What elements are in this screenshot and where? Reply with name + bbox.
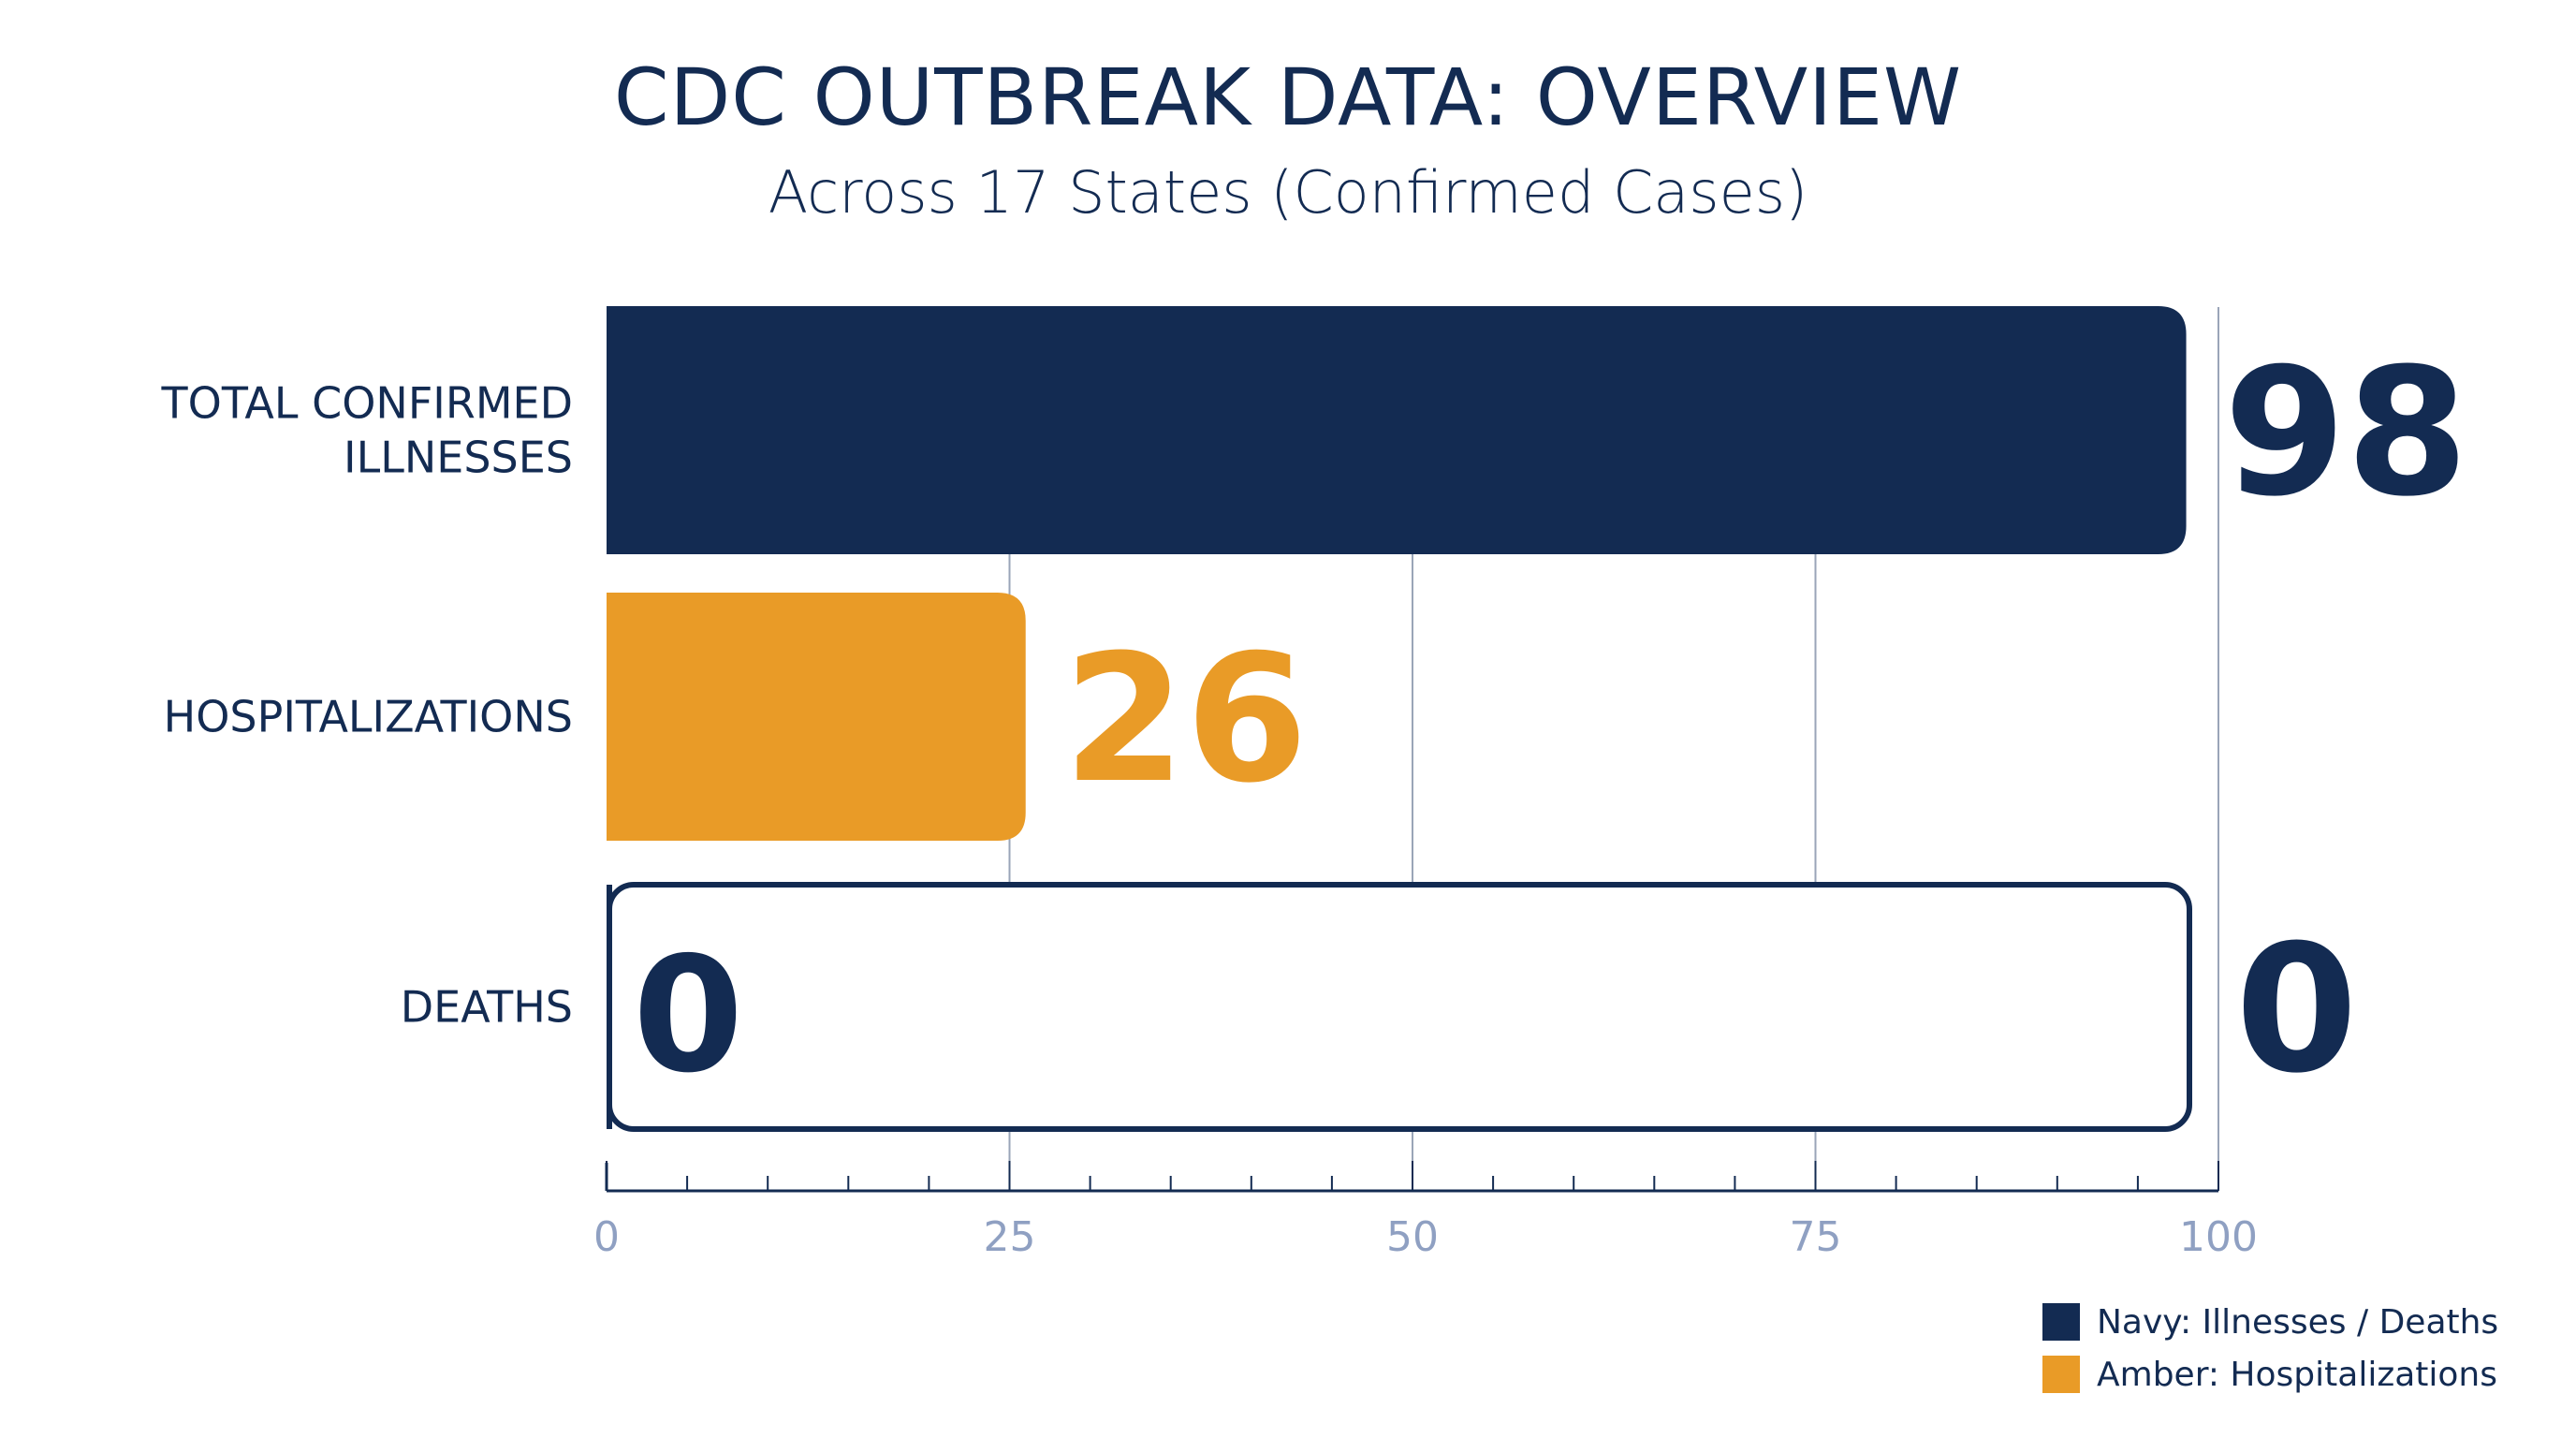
chart-subtitle: Across 17 States (Confirmed Cases): [768, 158, 1808, 227]
category-label-hospitalizations: HOSPITALIZATIONS: [164, 692, 573, 742]
x-tick-label-25: 25: [984, 1213, 1036, 1261]
category-label-hospitalizations-line-0: HOSPITALIZATIONS: [164, 692, 573, 742]
category-label-deaths-line-0: DEATHS: [401, 982, 573, 1033]
legend-label-amber: Amber: Hospitalizations: [2097, 1355, 2497, 1394]
category-label-total-confirmed-illnesses: TOTAL CONFIRMED ILLNESSES: [161, 378, 573, 483]
x-tick-label-50: 50: [1386, 1213, 1439, 1261]
value-label-total-confirmed: 98: [2224, 330, 2469, 536]
value-label-deaths: 0: [2235, 907, 2358, 1112]
x-tick-label-75: 75: [1790, 1213, 1842, 1261]
category-label-total-confirmed-illnesses-line-0: TOTAL CONFIRMED: [161, 378, 573, 429]
legend-label-navy: Navy: Illnesses / Deaths: [2097, 1302, 2499, 1342]
chart-title: CDC OUTBREAK DATA: OVERVIEW: [613, 51, 1963, 143]
bar-total-confirmed-illnesses: [607, 306, 2187, 554]
legend: Navy: Illnesses / Deaths Amber: Hospital…: [2042, 1301, 2498, 1406]
x-tick-label-100: 100: [2179, 1213, 2258, 1261]
category-label-total-confirmed-illnesses-line-1: ILLNESSES: [344, 433, 573, 483]
legend-swatch-navy: [2042, 1303, 2080, 1341]
value-label-deaths-inside: 0: [633, 923, 743, 1108]
legend-item-navy: Navy: Illnesses / Deaths: [2042, 1301, 2498, 1343]
bar-deaths-outline: [607, 882, 2192, 1132]
bar-hospitalizations: [607, 593, 1026, 841]
legend-swatch-amber: [2042, 1356, 2080, 1393]
x-tick-label-0: 0: [593, 1213, 620, 1261]
legend-item-amber: Amber: Hospitalizations: [2042, 1354, 2498, 1395]
category-label-deaths: DEATHS: [401, 982, 573, 1033]
value-label-hospitalizations: 26: [1063, 617, 1309, 822]
